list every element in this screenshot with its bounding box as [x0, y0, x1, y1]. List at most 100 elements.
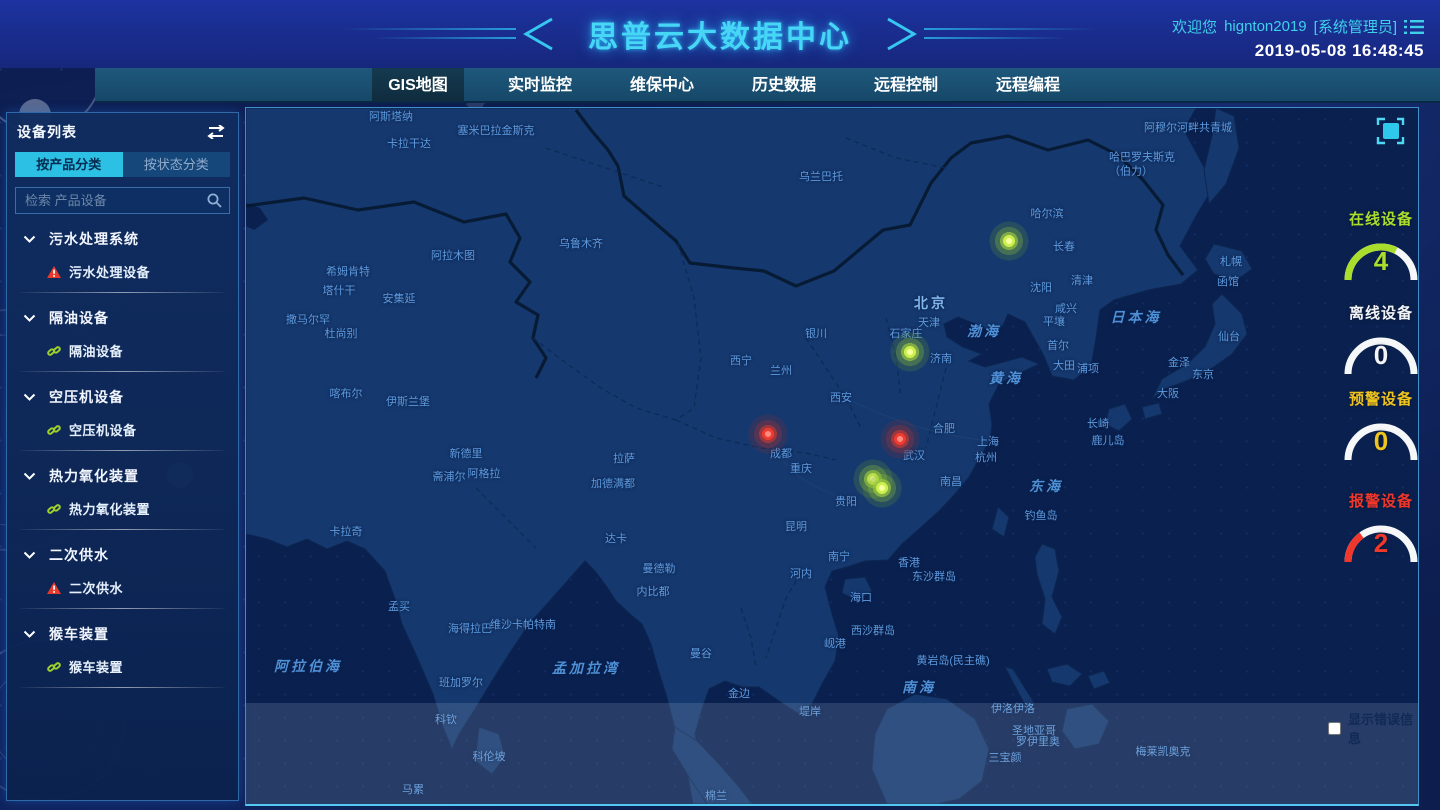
header-band [0, 0, 1440, 68]
map-label: 阿拉伯海 [274, 658, 342, 674]
link-icon [47, 503, 61, 514]
tree-group-4[interactable]: 二次供水 [23, 545, 230, 565]
map-label: 罗伊里奥 [1016, 736, 1060, 748]
nav-tab-5[interactable]: 远程编程 [995, 77, 1060, 94]
tab-by-status[interactable]: 按状态分类 [122, 152, 230, 177]
nav-tab-3[interactable]: 历史数据 [751, 77, 816, 94]
map-label: 东沙群岛 [912, 571, 956, 583]
map-label: 黄岩岛(民主礁) [916, 655, 990, 667]
map-label: 斋浦尔 [432, 471, 466, 483]
gauge-value: 0 [1373, 426, 1389, 456]
map-label: 银川 [805, 328, 827, 340]
map-label: 乌兰巴托 [799, 171, 843, 183]
nav-tab-4[interactable]: 远程控制 [873, 77, 938, 94]
tree-item[interactable]: 污水处理设备 [47, 262, 230, 281]
chevron-down-icon [23, 551, 36, 559]
map-label: 黄海 [989, 370, 1023, 386]
warning-icon [47, 581, 61, 594]
map-label: 沈阳 [1030, 282, 1052, 294]
map-geography [246, 108, 1253, 804]
map-label: 阿斯塔纳 [369, 111, 413, 123]
map-label: 清津 [1071, 275, 1093, 287]
device-tree: 污水处理系统 污水处理设备 隔油设备 隔油设备 空压机设备 空压机设备 热力氧化装置 热力氧化… [7, 229, 238, 688]
map-label: 西沙群岛 [851, 625, 895, 637]
divider [20, 292, 225, 293]
chevron-down-icon [23, 630, 36, 638]
header: 思普云大数据中心 [0, 8, 1440, 60]
map-label: 咸兴 [1055, 303, 1077, 315]
divider [20, 450, 225, 451]
map-label: 金泽 [1168, 357, 1190, 369]
device-marker-red[interactable] [878, 417, 922, 461]
map-label: 塔什干 [322, 285, 356, 297]
tree-item[interactable]: 空压机设备 [47, 420, 230, 439]
search-icon[interactable] [207, 193, 222, 208]
map-label: 三宝颜 [988, 752, 1022, 764]
map-label: 札幌 [1220, 256, 1242, 268]
gauge-online: 在线设备 4 [1336, 208, 1418, 288]
map-label: 渤海 [967, 323, 1001, 339]
tree-item[interactable]: 隔油设备 [47, 341, 230, 360]
device-marker-red[interactable] [746, 412, 790, 456]
chevron-down-icon [23, 393, 36, 401]
tree-group-2[interactable]: 空压机设备 [23, 387, 230, 407]
menu-icon[interactable] [1404, 19, 1424, 35]
tree-group-5[interactable]: 猴车装置 [23, 624, 230, 644]
map-label: 维沙卡帕特南 [490, 619, 556, 631]
map-label: 梅莱凯奥克 [1135, 746, 1191, 758]
nav-tab-2[interactable]: 维保中心 [629, 77, 694, 94]
gauge-arc [1344, 337, 1418, 375]
gauge-value: 0 [1373, 340, 1389, 370]
map-label: 孟买 [388, 601, 410, 613]
fullscreen-button[interactable] [1376, 116, 1406, 146]
tree-item[interactable]: 热力氧化装置 [47, 499, 230, 518]
map-label: 孟加拉湾 [552, 660, 620, 676]
gauge-value: 2 [1373, 528, 1389, 558]
tree-group-3[interactable]: 热力氧化装置 [23, 466, 230, 486]
map-label: 伊洛伊洛 [991, 703, 1035, 715]
tree-group-1[interactable]: 隔油设备 [23, 308, 230, 328]
divider [20, 687, 225, 688]
nav-tab-1[interactable]: 实时监控 [507, 77, 572, 94]
tree-group-0[interactable]: 污水处理系统 [23, 229, 230, 249]
show-error-row[interactable]: 显示错误信息 [1328, 709, 1418, 747]
show-error-checkbox[interactable] [1328, 721, 1341, 735]
map-label: 金边 [728, 688, 750, 700]
tree-item[interactable]: 二次供水 [47, 578, 230, 597]
tab-by-product[interactable]: 按产品分类 [15, 152, 123, 177]
map-label: 加德满都 [591, 478, 635, 490]
map-label: 阿穆尔河畔共青城 [1144, 122, 1232, 134]
map-label: 南海 [902, 679, 936, 695]
map-label: 海得拉巴 [448, 623, 492, 635]
map-label: 贵阳 [835, 496, 857, 508]
gis-map[interactable]: 显示错误信息 阿斯塔纳 塞米巴拉金斯克 卡拉干达 乌兰巴托 阿穆尔河畔共青城 哈巴罗夫斯克… [245, 107, 1419, 806]
map-label: 长春 [1053, 241, 1075, 253]
map-label: 西宁 [730, 355, 752, 367]
show-error-label: 显示错误信息 [1348, 712, 1414, 746]
gauge-offline: 离线设备 0 [1336, 302, 1418, 382]
map-label: 大田 [1053, 360, 1075, 372]
collapse-sidebar-icon[interactable] [206, 125, 226, 139]
map-label: 卡拉干达 [387, 138, 431, 150]
map-label: 棉兰 [705, 790, 727, 802]
device-marker-green[interactable] [888, 330, 932, 374]
search-input[interactable] [15, 187, 230, 214]
map-label: 乌鲁木齐 [559, 238, 603, 250]
sidebar-title: 设备列表 [17, 124, 77, 140]
map-label: 首尔 [1047, 340, 1069, 352]
nav-tab-0[interactable]: GIS地图 [372, 68, 464, 101]
device-marker-green[interactable] [860, 466, 904, 510]
link-icon [47, 661, 61, 672]
map-label: 大阪 [1157, 388, 1179, 400]
user-block: 欢迎您 hignton2019 [系统管理员] 2019-05-08 16:48… [1172, 16, 1424, 61]
tree-item[interactable]: 猴车装置 [47, 657, 230, 676]
map-label: 希姆肯特 [326, 266, 370, 278]
map-label: 重庆 [790, 463, 812, 475]
map-label: 喀布尔 [329, 388, 363, 400]
device-marker-green[interactable] [987, 219, 1031, 263]
map-label: 天津 [918, 317, 940, 329]
map-label: 圣地亚哥 [1012, 725, 1056, 737]
map-label: 安集延 [382, 293, 416, 305]
map-label: 西安 [830, 392, 852, 404]
map-label: 上海 [977, 436, 999, 448]
